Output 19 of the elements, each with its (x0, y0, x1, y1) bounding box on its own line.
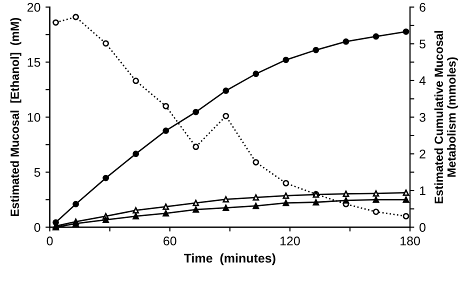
y-tick-label: 10 (28, 112, 40, 122)
y-tick-label: 20 (27, 2, 40, 12)
x-tick-label: 120 (280, 236, 300, 246)
x-tick-label: 180 (400, 236, 420, 246)
y2-tick-label: 3 (420, 112, 426, 122)
x-tick-label: 60 (164, 236, 176, 246)
y2-tick-label: 1 (420, 186, 426, 196)
x-tick-label: 0 (46, 236, 53, 246)
y-tick-label: 0 (34, 223, 40, 232)
x-axis-title: Time (minutes) (184, 253, 276, 266)
y2-tick-label: 6 (420, 2, 426, 12)
y2-tick-label: 5 (420, 40, 426, 48)
y2-tick-label: 2 (420, 150, 426, 158)
y-tick-label: 5 (34, 168, 40, 177)
y2-axis-title: Estimated Cumulative Mucosal Metabolism (mmoles) (434, 31, 458, 204)
y-tick-label: 15 (28, 58, 40, 67)
y2-tick-label: 4 (419, 76, 426, 85)
y2-tick-label: 0 (420, 223, 426, 232)
y-axis-title: Estimated Mucosal [Ethanol] (mM) (10, 18, 22, 216)
